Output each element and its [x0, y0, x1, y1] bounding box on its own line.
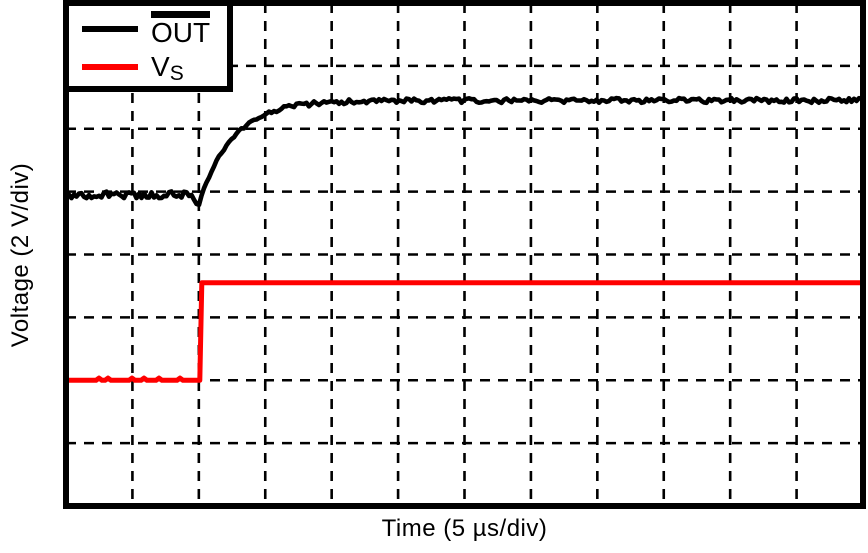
- plot-frame: [63, 0, 866, 509]
- out-trace: [66, 95, 862, 208]
- vs-trace: [66, 280, 864, 383]
- legend-label-out: OUT: [151, 11, 211, 47]
- out-line-swatch: [82, 26, 138, 33]
- legend-item-out: OUT: [82, 11, 227, 47]
- legend-box: OUT VS: [63, 0, 233, 92]
- legend-label-vs: VS: [151, 50, 184, 85]
- vs-subscript: S: [169, 61, 184, 85]
- x-axis-label: Time (5 µs/div): [381, 515, 548, 542]
- vs-line-swatch: [82, 63, 138, 70]
- y-axis-label: Voltage (2 V/div): [7, 162, 34, 348]
- legend-item-vs: VS: [82, 50, 227, 85]
